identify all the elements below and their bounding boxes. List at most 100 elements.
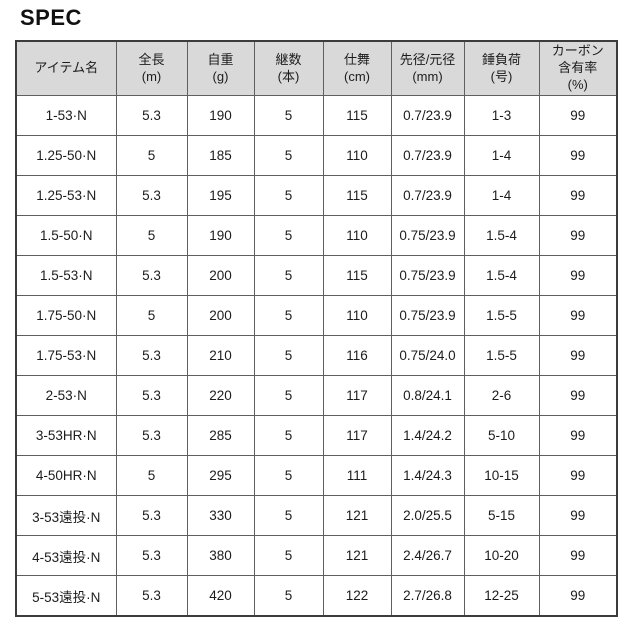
spec-table-header: アイテム名 全長 (m) 自重 (g) 継数 (本) 仕舞 (cm) 先径/元径 (mm)… — [15, 40, 618, 96]
table-cell-sections: 5 — [253, 95, 324, 136]
table-cell-carbon_content: 99 — [538, 415, 618, 456]
table-cell-closed_length: 111 — [322, 455, 392, 496]
table-cell-closed_length: 116 — [322, 335, 392, 376]
table-cell-closed_length: 115 — [322, 95, 392, 136]
table-cell-sections: 5 — [253, 295, 324, 336]
table-cell-carbon_content: 99 — [538, 575, 618, 617]
table-cell-total_length: 5.3 — [115, 575, 188, 617]
table-cell-carbon_content: 99 — [538, 455, 618, 496]
header-cell-item_name: アイテム名 — [15, 40, 117, 96]
table-cell-sections: 5 — [253, 175, 324, 216]
table-cell-weight: 190 — [186, 95, 255, 136]
table-cell-item_name: 3-53遠投·N — [15, 495, 117, 536]
table-cell-total_length: 5.3 — [115, 415, 188, 456]
table-cell-total_length: 5.3 — [115, 95, 188, 136]
table-cell-closed_length: 115 — [322, 175, 392, 216]
table-cell-carbon_content: 99 — [538, 215, 618, 256]
table-cell-sinker_load: 1-4 — [463, 135, 540, 176]
table-cell-item_name: 1.5-53·N — [15, 255, 117, 296]
table-cell-sinker_load: 12-25 — [463, 575, 540, 617]
table-cell-sections: 5 — [253, 455, 324, 496]
header-cell-carbon_content: カーボン 含有率 (%) — [538, 40, 618, 96]
table-cell-closed_length: 110 — [322, 215, 392, 256]
table-cell-total_length: 5.3 — [115, 375, 188, 416]
table-cell-tip_butt_dia: 2.7/26.8 — [390, 575, 465, 617]
spec-table: アイテム名 全長 (m) 自重 (g) 継数 (本) 仕舞 (cm) 先径/元径 (mm)… — [15, 40, 618, 617]
table-row: 1.5-53·N 5.3 200 5 115 0.75/23.9 1.5-4 99 — [15, 255, 618, 296]
table-row: 2-53·N 5.3 220 5 117 0.8/24.1 2-6 99 — [15, 375, 618, 416]
table-row: 1.25-50·N 5 185 5 110 0.7/23.9 1-4 99 — [15, 135, 618, 176]
table-row: 3-53遠投·N 5.3 330 5 121 2.0/25.5 5-15 99 — [15, 495, 618, 536]
table-cell-weight: 220 — [186, 375, 255, 416]
table-cell-item_name: 1.25-53·N — [15, 175, 117, 216]
table-cell-tip_butt_dia: 0.8/24.1 — [390, 375, 465, 416]
table-cell-total_length: 5.3 — [115, 535, 188, 576]
table-cell-sections: 5 — [253, 215, 324, 256]
table-cell-weight: 380 — [186, 535, 255, 576]
table-cell-weight: 210 — [186, 335, 255, 376]
header-row: アイテム名 全長 (m) 自重 (g) 継数 (本) 仕舞 (cm) 先径/元径 (mm)… — [15, 40, 618, 96]
table-cell-sinker_load: 1.5-5 — [463, 335, 540, 376]
table-cell-sections: 5 — [253, 135, 324, 176]
header-cell-closed_length: 仕舞 (cm) — [322, 40, 392, 96]
table-row: 1.75-50·N 5 200 5 110 0.75/23.9 1.5-5 99 — [15, 295, 618, 336]
table-cell-sinker_load: 5-10 — [463, 415, 540, 456]
table-cell-closed_length: 121 — [322, 495, 392, 536]
table-cell-item_name: 1.5-50·N — [15, 215, 117, 256]
table-cell-tip_butt_dia: 2.0/25.5 — [390, 495, 465, 536]
table-row: 1.75-53·N 5.3 210 5 116 0.75/24.0 1.5-5 99 — [15, 335, 618, 376]
table-row: 4-50HR·N 5 295 5 111 1.4/24.3 10-15 99 — [15, 455, 618, 496]
table-cell-carbon_content: 99 — [538, 335, 618, 376]
header-cell-total_length: 全長 (m) — [115, 40, 188, 96]
table-cell-sinker_load: 2-6 — [463, 375, 540, 416]
table-row: 1.5-50·N 5 190 5 110 0.75/23.9 1.5-4 99 — [15, 215, 618, 256]
table-cell-sections: 5 — [253, 535, 324, 576]
table-cell-closed_length: 121 — [322, 535, 392, 576]
table-cell-item_name: 1.75-53·N — [15, 335, 117, 376]
table-cell-carbon_content: 99 — [538, 255, 618, 296]
table-cell-total_length: 5 — [115, 215, 188, 256]
table-cell-total_length: 5 — [115, 455, 188, 496]
table-cell-weight: 190 — [186, 215, 255, 256]
table-cell-total_length: 5.3 — [115, 255, 188, 296]
table-cell-sinker_load: 10-20 — [463, 535, 540, 576]
table-cell-tip_butt_dia: 0.75/24.0 — [390, 335, 465, 376]
spec-table-body: 1-53·N 5.3 190 5 115 0.7/23.9 1-3 99 1.25-50·N 5 1… — [15, 95, 618, 617]
table-cell-weight: 420 — [186, 575, 255, 617]
table-cell-item_name: 5-53遠投·N — [15, 575, 117, 617]
table-cell-sinker_load: 1.5-4 — [463, 215, 540, 256]
table-cell-carbon_content: 99 — [538, 135, 618, 176]
table-cell-closed_length: 117 — [322, 415, 392, 456]
table-cell-closed_length: 122 — [322, 575, 392, 617]
table-cell-sections: 5 — [253, 495, 324, 536]
table-cell-closed_length: 117 — [322, 375, 392, 416]
table-cell-weight: 200 — [186, 295, 255, 336]
table-cell-carbon_content: 99 — [538, 535, 618, 576]
table-cell-sinker_load: 10-15 — [463, 455, 540, 496]
table-cell-item_name: 3-53HR·N — [15, 415, 117, 456]
table-cell-sinker_load: 1.5-5 — [463, 295, 540, 336]
table-cell-closed_length: 110 — [322, 135, 392, 176]
table-cell-tip_butt_dia: 0.75/23.9 — [390, 255, 465, 296]
table-cell-tip_butt_dia: 1.4/24.3 — [390, 455, 465, 496]
table-cell-total_length: 5.3 — [115, 335, 188, 376]
table-cell-weight: 195 — [186, 175, 255, 216]
table-cell-sections: 5 — [253, 415, 324, 456]
table-cell-carbon_content: 99 — [538, 375, 618, 416]
table-cell-carbon_content: 99 — [538, 495, 618, 536]
table-cell-item_name: 4-50HR·N — [15, 455, 117, 496]
header-cell-sections: 継数 (本) — [253, 40, 324, 96]
table-cell-sections: 5 — [253, 375, 324, 416]
table-cell-sections: 5 — [253, 335, 324, 376]
table-cell-carbon_content: 99 — [538, 95, 618, 136]
table-cell-tip_butt_dia: 1.4/24.2 — [390, 415, 465, 456]
table-cell-weight: 295 — [186, 455, 255, 496]
table-cell-item_name: 1.25-50·N — [15, 135, 117, 176]
table-cell-tip_butt_dia: 0.75/23.9 — [390, 215, 465, 256]
table-cell-tip_butt_dia: 0.7/23.9 — [390, 175, 465, 216]
page-title: SPEC — [20, 5, 82, 30]
table-cell-sinker_load: 1-4 — [463, 175, 540, 216]
table-cell-total_length: 5 — [115, 295, 188, 336]
table-cell-sinker_load: 1-3 — [463, 95, 540, 136]
